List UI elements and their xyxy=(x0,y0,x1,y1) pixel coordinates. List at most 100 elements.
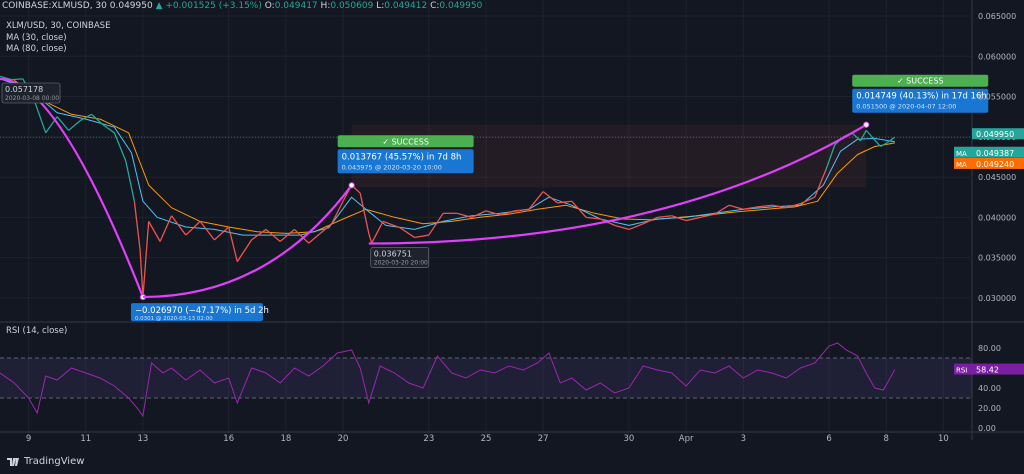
price-grid xyxy=(0,0,973,440)
axis-price-tag-prefix: MA xyxy=(956,161,967,169)
x-tick-label: 23 xyxy=(423,434,434,444)
success-badge-text: ✓ SUCCESS xyxy=(382,137,429,146)
measure-time: 0.0301 @ 2020-03-13 02:00 xyxy=(135,316,213,322)
price-segment xyxy=(142,221,150,298)
price-segment xyxy=(279,228,295,242)
price-segment xyxy=(880,142,887,148)
ohlc-h-label: H: xyxy=(320,1,331,11)
rsi-last-tag-prefix: RSI xyxy=(956,367,967,375)
price-segment xyxy=(786,203,801,209)
rsi-tick-label: 40.00 xyxy=(978,384,1001,393)
price-segment xyxy=(814,168,827,198)
price-segment xyxy=(414,234,429,239)
price-segment xyxy=(11,78,23,81)
measure-box xyxy=(130,303,263,322)
x-tick-label: 6 xyxy=(826,434,831,444)
ohlc-low: 0.049412 xyxy=(384,1,428,11)
trendlines xyxy=(0,77,870,301)
price-segment xyxy=(457,212,472,218)
axis-price-tag xyxy=(954,157,1024,169)
rsi-last-tag-value: 58.42 xyxy=(976,366,999,375)
price-segment xyxy=(571,200,587,218)
price-segment xyxy=(102,124,115,134)
price-segment xyxy=(714,204,730,215)
price-segment xyxy=(133,201,141,250)
ohlc-high: 0.050609 xyxy=(330,1,374,11)
price-segment xyxy=(359,193,370,234)
x-tick-label: Apr xyxy=(679,434,694,444)
rsi-band xyxy=(0,358,972,398)
measure-value: −0.026970 (−47.17%) in 5d 2h xyxy=(135,306,269,316)
x-tick-label: 20 xyxy=(338,434,349,444)
price-segment xyxy=(294,228,310,244)
price-segment xyxy=(199,220,215,241)
y-tick-label: 0.040000 xyxy=(978,213,1016,222)
success-badge-text: ✓ SUCCESS xyxy=(897,77,944,86)
x-tick-label: 18 xyxy=(280,434,291,444)
price-line xyxy=(0,75,896,298)
price-segment xyxy=(743,206,758,210)
trendline xyxy=(368,123,867,245)
price-segment xyxy=(542,191,558,204)
price-segment xyxy=(368,233,373,244)
x-tick-label: 16 xyxy=(223,434,234,444)
price-segment xyxy=(700,213,715,218)
price-segment xyxy=(471,210,487,218)
time-x-axis[interactable]: 9 11 13 16 18 20 23 25 27 30 Apr 3 6 8 10 xyxy=(0,431,1024,444)
trendline-anchor xyxy=(863,121,870,128)
price-segment xyxy=(614,224,630,231)
price-label-time: 2020-03-08 00:00 xyxy=(5,95,59,102)
x-tick-label: 3 xyxy=(741,434,746,444)
measure-box xyxy=(337,149,474,174)
ohlc-close: 0.049950 xyxy=(439,1,483,11)
y-tick-label: 0.035000 xyxy=(978,254,1016,263)
measure-value: 0.013767 (45.57%) in 7d 8h xyxy=(342,152,462,162)
measure-value: 0.014749 (40.13%) in 17d 16h xyxy=(856,92,987,102)
price-segment xyxy=(628,223,644,231)
price-segment xyxy=(125,160,136,202)
brand-label: TradingView xyxy=(24,455,85,467)
price-segment xyxy=(728,204,744,210)
x-tick-label: 25 xyxy=(481,434,492,444)
rsi-line xyxy=(0,342,896,418)
price-segment xyxy=(371,221,384,244)
measure-box xyxy=(852,88,989,113)
ohlc-c-label: C: xyxy=(430,1,440,11)
price-segment xyxy=(91,113,104,126)
last-price: 0.049950 xyxy=(109,1,153,11)
price-segment xyxy=(79,113,92,122)
price-segment xyxy=(885,136,896,144)
rsi-legend[interactable]: RSI (14, close) xyxy=(6,326,68,336)
price-segment xyxy=(68,120,81,131)
price-segment xyxy=(399,227,415,239)
y-tick-label: 0.060000 xyxy=(978,52,1016,61)
legend-ma30[interactable]: MA (30, close) xyxy=(6,33,67,43)
legend-ma80[interactable]: MA (80, close) xyxy=(6,44,67,54)
price-segment xyxy=(33,100,47,134)
x-tick-label: 8 xyxy=(884,434,889,444)
legend-symbol[interactable]: XLM/USD, 30, COINBASE xyxy=(6,21,111,31)
price-segment xyxy=(851,132,861,142)
axis-price-tag xyxy=(954,146,1024,158)
axis-price-tag-value: 0.049387 xyxy=(976,149,1014,158)
price-change: +0.001525 (+3.15%) xyxy=(165,1,262,11)
price-segment xyxy=(825,144,836,170)
price-segment xyxy=(657,215,672,218)
price-segment xyxy=(757,204,772,208)
price-segment xyxy=(171,215,187,236)
price-segment xyxy=(148,221,161,242)
price-y-axis[interactable]: 0.0650000.0600000.0550000.0500000.045000… xyxy=(954,12,1024,303)
trendline xyxy=(0,77,144,298)
x-tick-label: 27 xyxy=(538,434,549,444)
price-segment xyxy=(159,215,173,242)
rsi-last-tag xyxy=(954,363,1024,375)
price-segment xyxy=(113,132,127,162)
tradingview-brand[interactable]: TradingView xyxy=(6,455,84,467)
axis-price-tag-value: 0.049240 xyxy=(976,160,1014,169)
y-tick-label: 0.065000 xyxy=(978,12,1016,21)
price-segment xyxy=(331,200,344,225)
rsi-tick-label: 80.00 xyxy=(978,344,1001,353)
measure-time: 0.051500 @ 2020-04-07 12:00 xyxy=(856,103,956,111)
